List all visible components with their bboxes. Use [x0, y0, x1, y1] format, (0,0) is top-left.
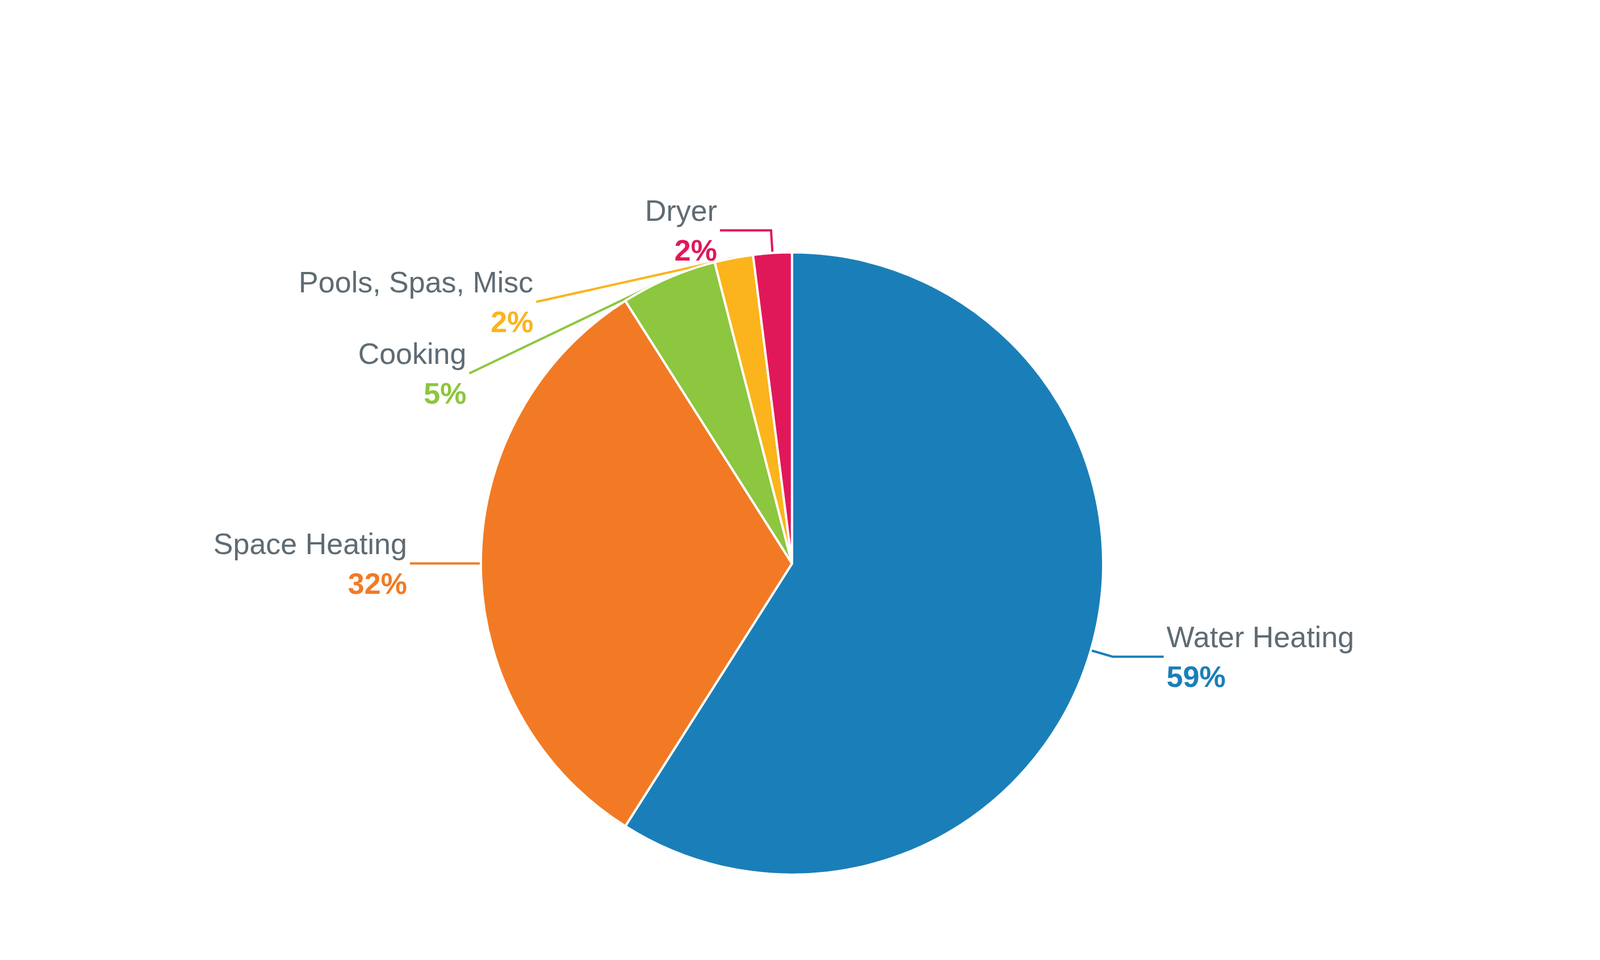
svg-text:Pools, Spas, Misc: Pools, Spas, Misc [298, 265, 534, 299]
svg-text:Space Heating: Space Heating [213, 527, 408, 561]
svg-text:32%: 32% [348, 567, 408, 601]
svg-text:Cooking: Cooking [358, 337, 467, 371]
svg-text:Dryer: Dryer [644, 194, 718, 228]
svg-text:2%: 2% [490, 305, 534, 339]
svg-text:5%: 5% [423, 377, 467, 410]
svg-text:59%: 59% [1166, 660, 1226, 694]
svg-text:Water Heating: Water Heating [1166, 620, 1355, 654]
svg-text:2%: 2% [674, 233, 718, 267]
